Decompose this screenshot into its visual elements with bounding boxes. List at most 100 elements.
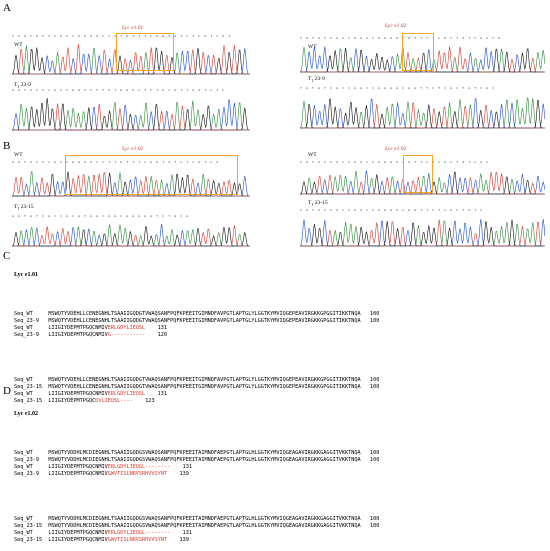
mutant-label: T1 23-9: [308, 76, 325, 84]
wt-label: WT: [308, 152, 317, 158]
alignment-row: Seq_WT LIIGIYDEPMTPGQCNMIVERLGDYLIEQSL 1…: [14, 325, 379, 332]
trace-line: [12, 226, 250, 247]
target-label: Lyc e1.02: [385, 23, 407, 29]
alignment-block-2: Seq_WT MSWQTYVDDHLMCDIEGNHLTSAAIIGQDGSVW…: [14, 516, 379, 544]
residue-count: 131: [145, 325, 168, 331]
sequence-name: Seq_WT: [14, 516, 49, 522]
mutant-chromatogram: A A T A T T C A C C A A T C T T G T A A …: [12, 86, 250, 132]
panel-letter-d: D: [3, 385, 11, 397]
alignment-row: Seq_23-15 MSWQTYVDEHLLCENEGNHLTSAAIIGQDG…: [14, 384, 379, 391]
mutant-chromatogram: T A T A T C A C C A A C C A A A G C A A …: [300, 206, 545, 248]
residue-count: 139: [167, 471, 189, 477]
sequence-name: Seq_23-9: [14, 457, 49, 463]
panel-letter-c: C: [3, 250, 11, 262]
target-highlight-box: [116, 33, 174, 71]
mutant-sequence-text: T A T A T C A C C A A C C A A A G C A A …: [300, 86, 496, 90]
mutated-residues: G-----------: [107, 332, 146, 338]
sequence-name: Seq_WT: [14, 530, 49, 536]
alignment-row: Seq_WT LIIGIYDEPMTPGQCNMIVERLGDYLIEQSL 1…: [14, 391, 379, 398]
residue-count: 139: [167, 537, 189, 543]
sequence-name: Seq_WT: [14, 377, 49, 383]
trace-line: [300, 171, 545, 195]
sequence-name: Seq_WT: [14, 450, 49, 456]
mutant-label: T1 23-15: [308, 200, 328, 208]
residue-count: 120: [145, 332, 168, 338]
trace-line: [12, 103, 250, 131]
wt-label: WT: [14, 152, 23, 158]
target-label: Lyc e1.01: [122, 146, 144, 152]
mutant-sequence-text: T A T A T C A C C A A C C A A A G C A A …: [300, 208, 484, 212]
residue-count: 100: [360, 384, 380, 390]
sequence-name: Seq_23-9: [14, 318, 49, 324]
mutated-residues: GWVTISLNRVSRHVVSYNT: [107, 471, 168, 477]
wt-chromatogram: A A T A T T C A C C A G A G C C T T G T …: [12, 158, 250, 198]
trace-line: [300, 219, 545, 247]
mutated-residues: ERLGDYLIEQGL--------: [107, 530, 171, 536]
residue-count: 100: [360, 450, 380, 456]
target-highlight-box: [65, 155, 238, 195]
residue-count: 100: [360, 318, 380, 324]
trace-line: [12, 43, 250, 75]
alignment-row: Seq_23-15 LIIGIYDEPMTPGQCDVLIEQSL---- 12…: [14, 398, 379, 405]
residue-count: 100: [360, 377, 380, 383]
mutant-trace-svg: [300, 219, 545, 247]
sequence-residues: MSWQTYVDDHLMCDIEGNHLTSAAIIGQDGSVWAQSANFP…: [48, 450, 361, 456]
alignment-d: Lyc e1.02 Seq_WT MSWQTYVDDHLMCDIEGNHLTSA…: [14, 397, 379, 551]
alignment-row: Seq_23-15 LIIGIYDEPMTPGQCNMIVGWVTISLNRVS…: [14, 537, 379, 544]
trace-line: [300, 102, 545, 129]
sequence-residues: LIIGIYDEPMTPGQCNMIV: [48, 332, 108, 338]
mutant-label: T1 23-9: [14, 82, 31, 90]
alignment-row: Seq_WT MSWQTYVDEHLLCENEGNHLTSAAIIGQDGTVW…: [14, 311, 379, 318]
sequence-residues: MSWQTYVDEHLLCENEGNHLTSAAIIGQDGTVWAQSANFP…: [48, 384, 361, 390]
sequence-residues: LIIGIYDEPMTPGQC: [48, 398, 96, 404]
residue-count: 100: [360, 311, 380, 317]
alignment-row: Seq_WT LIIGIYDEPMTPGQCNMIVERLGDYLIEQGL--…: [14, 530, 379, 537]
residue-count: 100: [360, 457, 380, 463]
mutant-sequence-text: G A T A T C A C C A C A T A G C A G C A …: [12, 214, 190, 218]
alignment-row: Seq_23-9 MSWQTYVDDHLMCDIEGNHLTSAAIIGQDGS…: [14, 457, 379, 464]
sequence-name: Seq_WT: [14, 391, 49, 397]
residue-count: 131: [170, 530, 193, 536]
residue-count: 131: [170, 464, 193, 470]
wt-sequence-text: T C A T A T T C A C C A G A G C C T T G …: [12, 34, 232, 38]
trace-line: [300, 46, 545, 73]
residue-count: 123: [132, 398, 155, 404]
wt-label: WT: [308, 44, 317, 50]
mutant-sequence-text: A A T A T T C A C C A A T C T T G T A A …: [12, 88, 226, 92]
sequence-residues: LIIGIYDEPMTPGQCNMIV: [48, 391, 108, 397]
trace-line: [12, 172, 250, 197]
wt-sequence-text: T A T A T C A C C A A C C A A A G C A T …: [300, 160, 490, 164]
sequence-residues: LIIGIYDEPMTPGQCNMIV: [48, 530, 108, 536]
sequence-residues: MSWQTYVDDHLMCDIEGNHLTSAAIIGQDGSVWAQSANFP…: [48, 516, 361, 522]
alignment-block-2: Seq_WT MSWQTYVDEHLLCENEGNHLTSAAIIGQDGTVW…: [14, 377, 379, 405]
mutant-chromatogram: G A T A T C A C C A C A T A G C A G C A …: [12, 212, 250, 248]
alignment-row: Seq_WT MSWQTYVDDHLMCDIEGNHLTSAAIIGQDGSVW…: [14, 516, 379, 523]
mutated-residues: ERLGDYLIEQSL: [107, 391, 146, 397]
trace-line: [300, 97, 545, 129]
mutant-trace-svg: [300, 97, 545, 129]
sequence-residues: MSWQTYVDDHLMCDIEGNHLTSAAIIGQDGSVWAQSANFP…: [48, 523, 361, 529]
alignment-c: Lyc e1.01 Seq_WT MSWQTYVDEHLLCENEGNHLTSA…: [14, 258, 379, 412]
mutant-trace-svg: [12, 97, 250, 131]
wt-chromatogram: T C A T A T T C A C C A G A G C C T T G …: [12, 32, 250, 76]
wt-chromatogram: T A T A T C A C C A A C C A A A G C A T …: [300, 34, 545, 74]
target-label: Lyc e1.02: [385, 146, 407, 152]
panel-letter-b: B: [3, 140, 11, 152]
alignment-row: Seq_23-15 MSWQTYVDDHLMCDIEGNHLTSAAIIGQDG…: [14, 523, 379, 530]
sequence-residues: LIIGIYDEPMTPGQCNMIV: [48, 325, 108, 331]
alignment-block-1: Seq_WT MSWQTYVDEHLLCENEGNHLTSAAIIGQDGTVW…: [14, 311, 379, 339]
mutated-residues: GWVTISLNRVSRHVVSYNT: [107, 537, 168, 543]
alignment-title: Lyc e1.02: [14, 411, 38, 417]
target-highlight-box: [403, 155, 433, 193]
alignment-row: Seq_23-9 MSWQTYVDEHLLCENEGNHLTSAAIIGQDGT…: [14, 318, 379, 325]
trace-line: [12, 225, 250, 247]
sequence-name: Seq_23-9: [14, 471, 49, 477]
sequence-residues: MSWQTYVDDHLMCDIEGNHLTSAAIIGQDGSVWAQSANFP…: [48, 457, 361, 463]
alignment-row: Seq_WT MSWQTYVDEHLLCENEGNHLTSAAIIGQDGTVW…: [14, 377, 379, 384]
sequence-residues: MSWQTYVDEHLLCENEGNHLTSAAIIGQDGTVWAQSANFP…: [48, 318, 361, 324]
alignment-row: Seq_23-9 LIIGIYDEPMTPGQCNMIVGWVTISLNRVSR…: [14, 471, 379, 478]
sequence-name: Seq_23-15: [14, 384, 49, 390]
residue-count: 131: [145, 391, 168, 397]
alignment-block-1: Seq_WT MSWQTYVDDHLMCDIEGNHLTSAAIIGQDGSVW…: [14, 450, 379, 478]
panel-letter-a: A: [3, 2, 11, 14]
